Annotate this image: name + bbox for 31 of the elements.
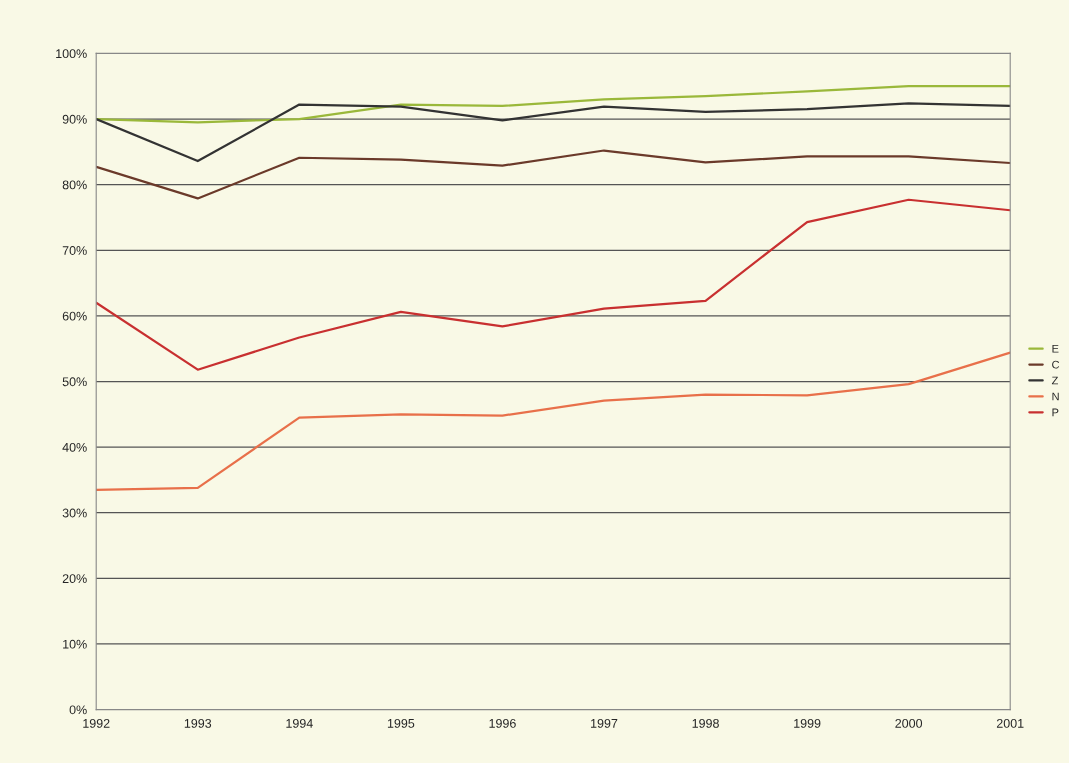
y-tick-label: 0%: [69, 705, 87, 715]
legend-label: N: [1052, 392, 1059, 401]
line-series: [96, 149, 1011, 200]
line-series: [96, 351, 1011, 491]
line-series: [96, 102, 1011, 163]
legend-label: C: [1052, 360, 1060, 369]
x-tick-label: 1996: [489, 718, 516, 728]
y-tick-label: 30%: [62, 508, 87, 518]
y-tick-label: 10%: [63, 639, 87, 649]
y-tick-label: 20%: [62, 574, 87, 584]
x-tick-label: 1995: [387, 718, 415, 728]
legend-label: E: [1052, 344, 1059, 353]
x-tick-label: 1994: [286, 718, 313, 728]
legend-label: Z: [1051, 376, 1059, 385]
x-tick-label: 2001: [996, 718, 1024, 728]
y-tick-label: 60%: [62, 311, 87, 321]
y-tick-label: 50%: [62, 377, 87, 387]
y-tick-label: 70%: [62, 246, 87, 255]
y-tick-label: 100%: [56, 49, 87, 59]
x-tick-label: 2000: [895, 718, 923, 728]
x-tick-label: 1998: [692, 718, 719, 728]
x-tick-label: 1992: [83, 718, 110, 728]
y-tick-label: 40%: [62, 442, 87, 452]
x-tick-label: 1997: [591, 718, 618, 728]
y-tick-label: 90%: [62, 114, 87, 124]
line-series: [96, 85, 1011, 124]
y-tick-label: 80%: [62, 180, 87, 190]
x-tick-label: 1999: [794, 718, 821, 728]
x-tick-label: 1993: [184, 718, 212, 728]
line-series: [96, 198, 1011, 371]
legend-label: P: [1052, 408, 1059, 417]
